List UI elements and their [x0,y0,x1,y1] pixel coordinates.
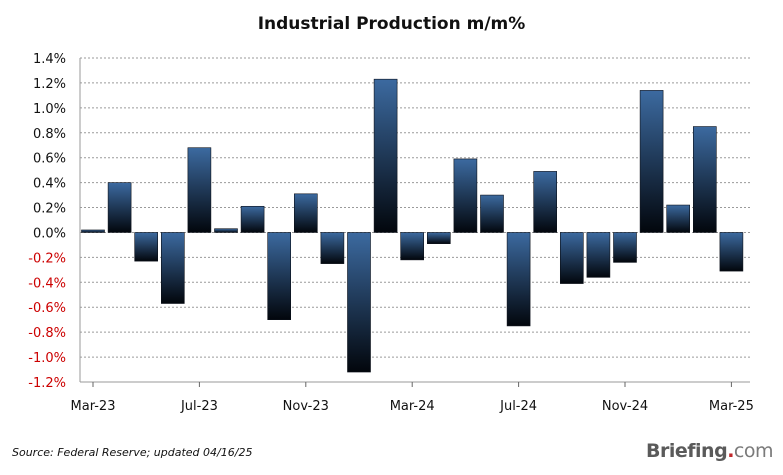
bar [240,205,265,233]
y-tick-label: 1.4% [33,52,66,67]
y-tick-label: 0.8% [33,127,66,142]
y-tick-label: 0.4% [33,177,66,192]
x-tick-label: Nov-23 [283,399,329,414]
bar [81,229,105,233]
y-tick-label: 1.0% [33,102,66,117]
bar [506,232,531,327]
x-tick-label: Mar-25 [709,399,754,414]
y-tick-label: -0.8% [28,326,66,341]
bar [400,232,425,261]
y-tick-label: -0.6% [28,301,66,316]
bar [533,171,558,233]
chart-title: Industrial Production m/m% [257,14,526,34]
source-note: Source: Federal Reserve; updated 04/16/2… [12,446,253,459]
bar [214,228,238,233]
briefing-logo: Briefing.com [646,440,773,462]
bar [613,232,637,263]
bar [107,182,132,233]
bar [719,232,744,272]
y-tick-label: -0.2% [28,251,66,266]
bar [347,232,371,373]
bar [426,232,451,244]
x-tick-label: Mar-24 [390,399,435,414]
y-tick-label: -0.4% [28,276,66,291]
x-tick-label: Jul-24 [499,399,537,414]
y-tick-label: -1.0% [28,351,66,366]
y-tick-label: 1.2% [33,77,66,92]
x-tick-label: Jul-23 [180,399,218,414]
bar [267,232,292,320]
bar [187,147,212,233]
bar [639,90,664,233]
bar [453,158,478,233]
x-tick-label: Nov-24 [602,399,648,414]
bar [559,232,584,284]
bar [373,78,398,233]
y-tick-label: -1.2% [28,376,66,391]
bar [134,232,158,262]
y-tick-label: 0.0% [33,226,66,241]
bar [586,232,611,278]
bar [161,232,185,304]
bar [293,193,318,233]
x-tick-label: Mar-23 [71,399,116,414]
bar [666,204,691,233]
bar [692,126,717,233]
bar [480,194,504,233]
y-tick-label: 0.2% [33,202,66,217]
bar [320,232,345,264]
y-tick-label: 0.6% [33,152,66,167]
